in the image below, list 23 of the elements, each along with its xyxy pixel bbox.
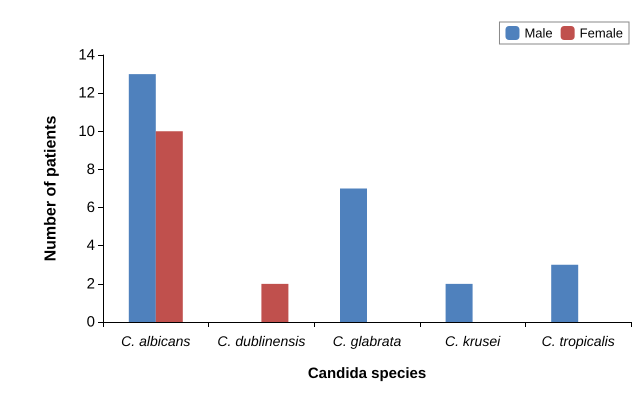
bar xyxy=(446,284,473,322)
y-tick-label: 12 xyxy=(78,84,95,102)
y-tick-label: 14 xyxy=(78,46,95,64)
y-axis-title: Number of patients xyxy=(42,116,60,262)
bar xyxy=(261,284,288,322)
bar xyxy=(128,74,156,322)
y-tick-label: 6 xyxy=(86,199,95,216)
x-tick-label: C. krusei xyxy=(444,333,502,349)
legend-label: Male xyxy=(524,26,553,40)
bar xyxy=(156,131,183,322)
x-tick-label: C. albicans xyxy=(121,333,190,349)
y-tick-label: 4 xyxy=(86,237,95,254)
y-tick-label: 8 xyxy=(86,160,95,178)
x-tick-label: C. glabrata xyxy=(332,333,402,349)
y-tick-label: 10 xyxy=(78,122,95,140)
legend-label: Female xyxy=(580,26,624,40)
bar xyxy=(551,264,578,322)
y-tick-label: 0 xyxy=(86,314,95,330)
bar xyxy=(340,188,367,322)
y-tick-label: 2 xyxy=(86,275,95,292)
x-tick-label: C. dublinensis xyxy=(217,333,306,349)
x-tick-label: C. tropicalis xyxy=(542,333,615,349)
x-axis-title: Candida species xyxy=(308,365,426,382)
